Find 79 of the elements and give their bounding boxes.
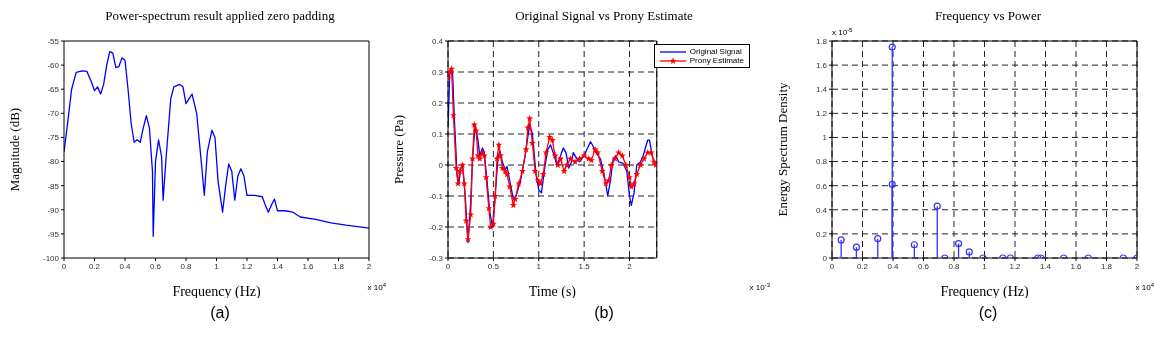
x-tick-label: 0.5 — [487, 261, 500, 271]
x-tick-label: 0 — [829, 261, 835, 271]
point — [910, 241, 918, 249]
x-tick-label: 1 — [536, 261, 542, 271]
y-tick-label: 0.4 — [431, 36, 444, 46]
chart-title: Frequency vs Power — [933, 8, 1043, 25]
y-tick-label: 0 — [822, 253, 828, 263]
x-tick-label: 0.4 — [119, 261, 132, 271]
y-tick-label: -80 — [47, 157, 60, 167]
legend-label: Prony Estimate — [689, 56, 744, 65]
y-tick-label: -85 — [47, 181, 60, 191]
y-tick-label: 1.6 — [815, 60, 828, 70]
x-tick-label: 0.6 — [149, 261, 162, 271]
y-tick-label: -95 — [47, 229, 60, 239]
y-tick-label: -90 — [47, 205, 60, 215]
y-tick-label: 1 — [822, 133, 828, 143]
x-tick-label: 0.8 — [948, 261, 961, 271]
text: (b) — [593, 304, 615, 322]
y-tick-label: -100 — [42, 253, 60, 263]
point — [852, 243, 860, 251]
y-tick-label: -0.3 — [429, 253, 444, 263]
x-tick-label: 2 — [1134, 261, 1140, 271]
x-tick-label: 1.8 — [332, 261, 345, 271]
x-tick-label: 0.6 — [917, 261, 930, 271]
y-tick-label: 0.3 — [431, 67, 444, 77]
x-tick-label: 1 — [214, 261, 220, 271]
x-tick-label: 0.4 — [887, 261, 900, 271]
x-tick-label: 0.2 — [856, 261, 869, 271]
y-tick-label: 0.2 — [431, 98, 444, 108]
x-tick-label: 1.4 — [1039, 261, 1052, 271]
x-tick-label: 2 — [366, 261, 372, 271]
chart-title: Power-spectrum result applied zero padding — [104, 8, 336, 25]
x-tick-label: 0 — [445, 261, 451, 271]
x-tick-label: 0.8 — [180, 261, 193, 271]
x-tick-label: 1.8 — [1100, 261, 1113, 271]
y-tick-label: 1.8 — [815, 36, 828, 46]
text: x 10$^{-3}$ — [749, 282, 771, 292]
chart-title: Original Signal vs Prony Estimate — [514, 8, 694, 25]
y-tick-label: -75 — [47, 133, 60, 143]
x-tick-label: 0.2 — [88, 261, 101, 271]
point — [874, 235, 882, 243]
y-tick-label: 0.4 — [815, 205, 828, 215]
point — [954, 239, 963, 248]
x-tick-label: 1.2 — [241, 261, 254, 271]
x-tick-label: 1.6 — [302, 261, 315, 271]
y-tick-label: 1.4 — [815, 85, 828, 95]
x-tick-label: 1.5 — [578, 261, 591, 271]
point — [888, 43, 896, 51]
x-tick-label: 2 — [627, 261, 633, 271]
y-tick-label: 0 — [438, 160, 444, 170]
text: x 10$^{4}$ — [367, 282, 387, 292]
text: (a) — [209, 304, 231, 322]
y-axis-title: Magnitude (dB) — [6, 107, 22, 192]
y-tick-label: 0.6 — [815, 181, 828, 191]
x-tick-label: 1.2 — [1009, 261, 1022, 271]
text: (c) — [977, 304, 999, 322]
y-tick-label: 1.2 — [815, 109, 828, 119]
y-tick-label: 0.8 — [815, 157, 828, 167]
line-series — [64, 50, 369, 237]
x-tick-label: 1 — [982, 261, 988, 271]
point — [888, 180, 896, 189]
y-tick-label: 0.2 — [815, 229, 828, 239]
y-tick-label: -65 — [47, 85, 60, 95]
x-tick-label: 1.6 — [1070, 261, 1083, 271]
y-axis-title: Pressure (Pa) — [390, 115, 406, 184]
text: x 10$^{4}$ — [1135, 282, 1155, 292]
y-tick-label: -70 — [47, 109, 60, 119]
y-tick-label: -0.2 — [429, 222, 444, 232]
x-tick-label: 1.4 — [271, 261, 284, 271]
point — [933, 202, 941, 210]
y-tick-label: -55 — [47, 36, 60, 46]
y-tick-label: 0.1 — [431, 129, 444, 139]
point — [837, 236, 845, 244]
legend-label: Original Signal — [689, 47, 742, 56]
y-tick-label: -0.1 — [429, 191, 444, 201]
x-tick-label: 0 — [61, 261, 67, 271]
y-tick-label: -60 — [47, 60, 60, 70]
y-axis-title: Energy Spectrum Density — [774, 81, 790, 217]
text: x 10$^{-5}$ — [832, 27, 854, 37]
